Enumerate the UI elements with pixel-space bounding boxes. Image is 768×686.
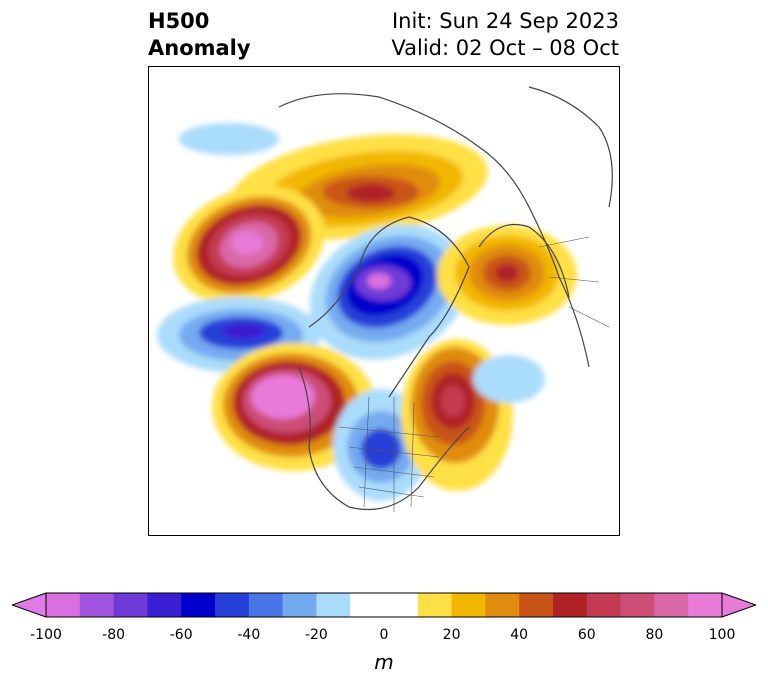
- title-line-2: Anomaly: [148, 36, 251, 60]
- colorbar-extension-outline: [12, 592, 756, 618]
- title-line-1: H500: [148, 9, 210, 33]
- colorbar: [12, 592, 756, 618]
- colorbar-segment: [451, 593, 486, 617]
- colorbar-segment: [586, 593, 622, 617]
- colorbar-segment: [553, 593, 588, 617]
- colorbar-segment: [181, 593, 216, 617]
- ridge-eastern-pacific: [173, 186, 325, 304]
- colorbar-tick-label: -20: [304, 627, 328, 643]
- colorbar-segment: [384, 593, 419, 617]
- colorbar-segment: [350, 593, 385, 617]
- colorbar-segment: [519, 593, 554, 617]
- political-borders: [338, 236, 610, 512]
- blue-lobe-asia: [179, 123, 279, 155]
- colorbar-tick-label: 80: [645, 627, 664, 643]
- map-canvas: [157, 86, 613, 512]
- colorbar-tick-label: 60: [577, 627, 596, 643]
- colorbar-segment: [215, 593, 250, 617]
- colorbar-segment: [417, 593, 453, 617]
- colorbar-under-extension: [12, 593, 46, 617]
- colorbar-segment: [316, 593, 351, 617]
- colorbar-segment: [282, 593, 317, 617]
- colorbar-segment: [688, 593, 723, 617]
- colorbar-tick-label: 100: [708, 627, 736, 643]
- colorbar-segment: [147, 593, 182, 617]
- colorbar-segment: [79, 593, 115, 617]
- colorbar-segment: [654, 593, 689, 617]
- colorbar-over-extension: [722, 593, 756, 617]
- colorbar-tick-label: -60: [169, 627, 193, 643]
- colorbar-tick-label: 20: [442, 627, 461, 643]
- blue-lobe-atlantic: [473, 355, 545, 403]
- colorbar-segment: [485, 593, 520, 617]
- chart-title: H500 Anomaly: [148, 8, 251, 62]
- anomaly-map: [148, 66, 620, 536]
- colorbar-segment: [248, 593, 284, 617]
- colorbar-tick-label: 40: [510, 627, 529, 643]
- colorbar-segment: [46, 593, 81, 617]
- colorbar-tick-label: -100: [30, 627, 62, 643]
- anomaly-field: [157, 123, 577, 501]
- colorbar-tick-label: 0: [379, 627, 389, 643]
- forecast-dates: Init: Sun 24 Sep 2023 Valid: 02 Oct – 08…: [391, 8, 619, 62]
- trough-central-arctic: [309, 224, 469, 360]
- valid-range: Valid: 02 Oct – 08 Oct: [391, 36, 619, 60]
- init-date: Init: Sun 24 Sep 2023: [391, 9, 619, 33]
- colorbar-tick-label: -40: [237, 627, 261, 643]
- colorbar-segment: [620, 593, 655, 617]
- colorbar-segment: [113, 593, 148, 617]
- colorbar-unit: m: [374, 650, 394, 674]
- colorbar-tick-label: -80: [102, 627, 126, 643]
- coastlines: [278, 86, 613, 511]
- colorbar-outline: [45, 592, 723, 618]
- ridge-northern-europe: [437, 225, 577, 325]
